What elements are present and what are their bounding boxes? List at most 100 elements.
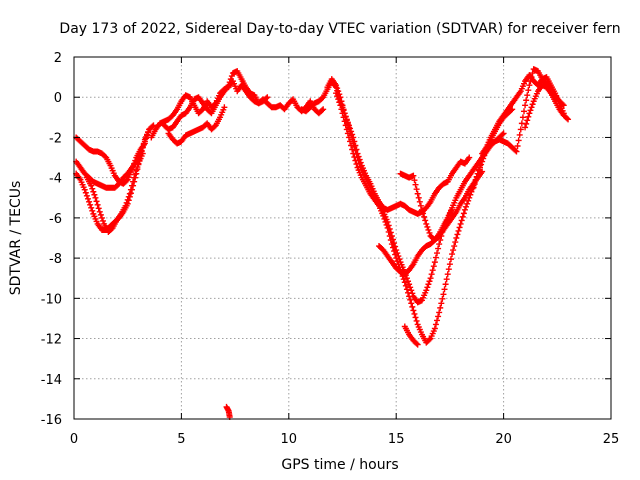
data-point xyxy=(263,95,270,102)
x-axis-label: GPS time / hours xyxy=(281,457,398,473)
data-point xyxy=(425,226,432,233)
data-point xyxy=(97,211,104,218)
data-point xyxy=(99,217,106,224)
data-point xyxy=(337,102,344,109)
data-point xyxy=(527,107,534,114)
data-point xyxy=(445,266,452,273)
data-point xyxy=(95,205,102,212)
data-point xyxy=(457,220,464,227)
data-point xyxy=(351,154,358,161)
data-point xyxy=(402,282,409,289)
data-point xyxy=(410,307,417,314)
data-point xyxy=(437,237,444,244)
data-point xyxy=(88,182,95,189)
data-point xyxy=(451,243,458,250)
data-point xyxy=(389,244,396,251)
data-point xyxy=(422,217,429,224)
data-point xyxy=(460,210,467,217)
data-point xyxy=(388,241,395,248)
data-point xyxy=(420,210,427,217)
data-point xyxy=(434,317,441,324)
x-tick-label: 25 xyxy=(603,432,620,447)
data-point xyxy=(437,304,444,311)
data-point xyxy=(528,74,535,81)
data-point xyxy=(440,291,447,298)
data-point xyxy=(89,207,96,214)
data-point xyxy=(133,167,140,174)
data-point xyxy=(523,97,530,104)
data-point xyxy=(525,87,532,94)
data-point xyxy=(408,287,415,294)
data-point xyxy=(391,248,398,255)
data-point xyxy=(517,126,524,133)
data-point xyxy=(349,146,356,153)
data-point xyxy=(349,131,356,138)
data-point xyxy=(529,101,536,108)
data-point xyxy=(127,186,134,193)
data-point xyxy=(526,82,533,89)
chart-title: Day 173 of 2022, Sidereal Day-to-day VTE… xyxy=(59,21,620,37)
data-point xyxy=(430,263,437,270)
data-point xyxy=(527,78,534,85)
data-point xyxy=(90,188,97,195)
data-point xyxy=(410,172,417,179)
data-point xyxy=(348,142,355,149)
data-point xyxy=(139,144,146,151)
x-tick-label: 0 xyxy=(70,432,78,447)
data-point xyxy=(407,284,414,291)
data-point xyxy=(515,137,522,144)
data-point xyxy=(406,293,413,300)
data-point xyxy=(450,247,457,254)
data-point xyxy=(512,147,519,154)
data-series xyxy=(479,66,567,157)
data-point xyxy=(334,93,341,100)
data-point xyxy=(523,120,530,127)
data-point xyxy=(449,251,456,258)
data-point xyxy=(417,202,424,209)
data-point xyxy=(449,206,456,213)
data-point xyxy=(320,106,327,113)
data-point xyxy=(522,124,529,131)
data-series xyxy=(83,150,146,235)
data-point xyxy=(443,276,450,283)
data-point xyxy=(470,184,477,191)
data-point xyxy=(412,181,419,188)
data-point xyxy=(478,158,485,165)
data-point xyxy=(414,341,421,348)
data-point xyxy=(435,245,442,252)
data-point xyxy=(464,200,471,207)
data-series xyxy=(324,76,507,306)
data-point xyxy=(471,181,478,188)
data-point xyxy=(89,185,96,192)
data-point xyxy=(476,162,483,169)
data-point xyxy=(405,289,412,296)
data-series xyxy=(165,104,228,147)
data-point xyxy=(150,122,157,129)
y-tick-label: -4 xyxy=(49,172,62,187)
data-point xyxy=(514,142,521,149)
data-point xyxy=(456,224,463,231)
data-point xyxy=(227,76,234,83)
data-series xyxy=(161,68,271,133)
data-point xyxy=(81,186,88,193)
axis-ticks: 0 5 10 15 20 25 -16 -14 -12 -10 -8 -6 -4 -2 0 2 xyxy=(41,51,620,447)
data-point xyxy=(393,255,400,262)
data-series xyxy=(397,170,456,244)
data-point xyxy=(467,191,474,198)
data-point xyxy=(339,110,346,117)
x-tick-label: 5 xyxy=(177,432,185,447)
data-point xyxy=(418,206,425,213)
data-point xyxy=(385,228,392,235)
data-point xyxy=(98,214,105,221)
data-point xyxy=(403,286,410,293)
data-point xyxy=(211,123,218,130)
data-point xyxy=(357,163,364,170)
data-point xyxy=(340,114,347,121)
data-point xyxy=(131,174,138,181)
data-point xyxy=(528,104,535,111)
data-point xyxy=(93,198,100,205)
data-point xyxy=(380,212,387,219)
data-point xyxy=(130,178,137,185)
data-point xyxy=(333,82,340,89)
data-point xyxy=(560,102,567,109)
